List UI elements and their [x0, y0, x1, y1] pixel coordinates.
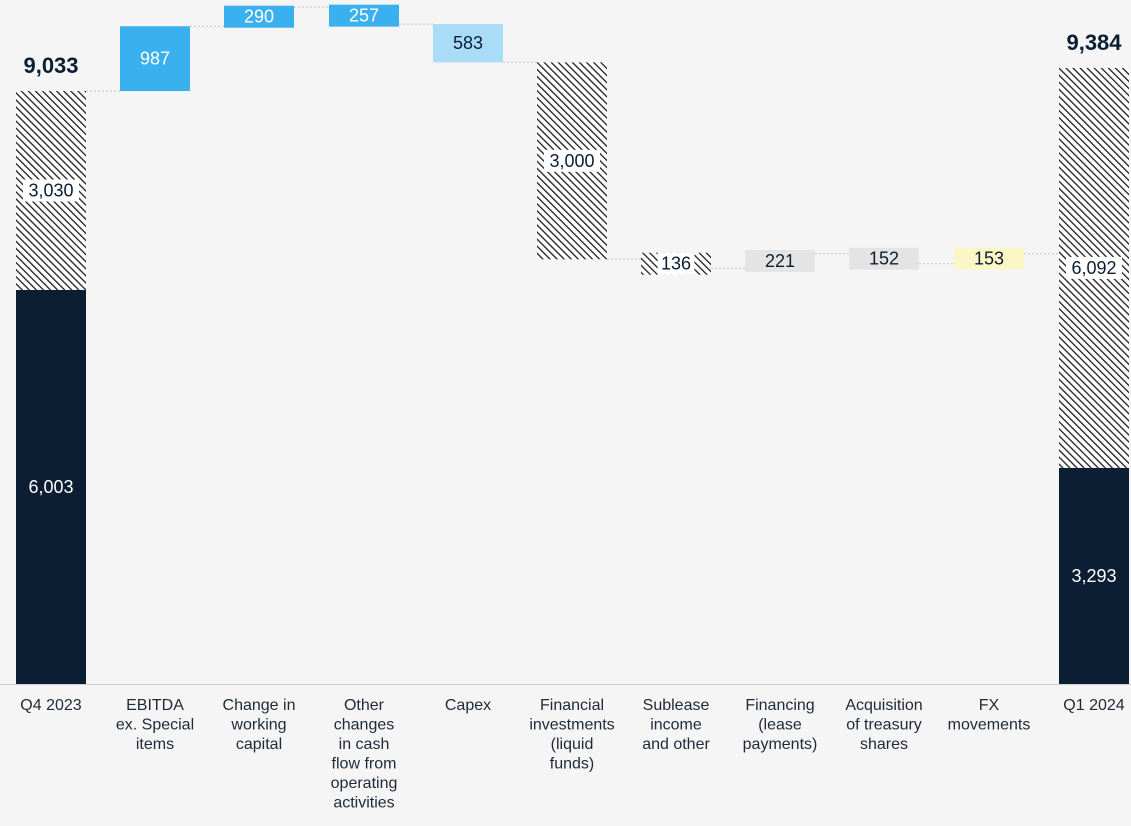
category-label-6: Sublease income and other	[642, 697, 710, 753]
value-label-0-1: 3,030	[28, 180, 73, 200]
category-label-8: Acquisition of treasury shares	[845, 697, 922, 753]
value-label-3: 257	[349, 6, 379, 26]
value-label-4: 583	[453, 33, 483, 53]
bar-7	[745, 249, 815, 272]
value-label-1: 987	[140, 49, 170, 69]
connector-lines	[86, 6, 1059, 269]
value-labels-group: 6,003 3,030 9,033 987 290 257 583 3,000 136 221 15…	[23, 6, 1122, 586]
value-label-6: 136	[661, 254, 691, 274]
value-label-0-0: 6,003	[28, 477, 73, 497]
value-label-10-0: 3,293	[1071, 566, 1116, 586]
bar-segment-0-0	[16, 289, 86, 684]
bar-2	[224, 5, 294, 28]
total-label-10: 9,384	[1066, 30, 1122, 55]
bars-group	[16, 4, 1129, 684]
value-label-5: 3,000	[549, 151, 594, 171]
category-label-7: Financing (lease payments)	[743, 697, 818, 753]
bar-segment-10-0	[1059, 467, 1129, 684]
value-label-0-1-bg	[23, 179, 79, 202]
bar-3	[329, 4, 399, 27]
bar-1	[120, 26, 190, 92]
value-label-9: 153	[974, 249, 1004, 269]
value-label-6-bg	[657, 252, 695, 275]
value-label-7: 221	[765, 251, 795, 271]
category-label-4: Capex	[445, 697, 491, 714]
value-label-2: 290	[244, 7, 274, 27]
category-label-5: Financial investments (liquid funds)	[529, 697, 614, 773]
category-label-2: Change in working capital	[223, 697, 296, 753]
total-label-0: 9,033	[23, 53, 78, 78]
value-label-5-bg	[544, 149, 600, 172]
bar-9	[954, 247, 1024, 270]
bar-8	[849, 247, 919, 270]
category-label-1: EBITDA ex. Special items	[116, 697, 194, 753]
value-label-8: 152	[869, 249, 899, 269]
value-label-10-1-bg	[1066, 256, 1122, 279]
category-label-3: Other changes in cash flow from operating act…	[331, 697, 398, 812]
category-label-10: Q1 2024	[1063, 697, 1124, 714]
category-labels-group: Q4 2023 EBITDA ex. Special items Change in wo…	[20, 697, 1124, 812]
category-label-9: FX movements	[948, 697, 1031, 734]
category-label-0: Q4 2023	[20, 697, 81, 714]
value-label-10-1: 6,092	[1071, 258, 1116, 278]
bar-4	[433, 24, 503, 63]
